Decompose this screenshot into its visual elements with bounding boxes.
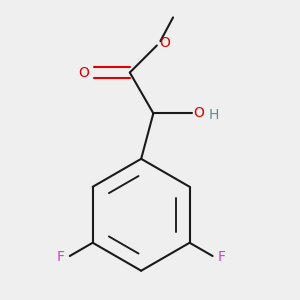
Text: F: F (57, 250, 65, 265)
Text: O: O (194, 106, 204, 120)
Text: H: H (208, 108, 219, 122)
Text: F: F (218, 250, 225, 265)
Text: O: O (159, 35, 170, 50)
Text: O: O (79, 65, 90, 80)
